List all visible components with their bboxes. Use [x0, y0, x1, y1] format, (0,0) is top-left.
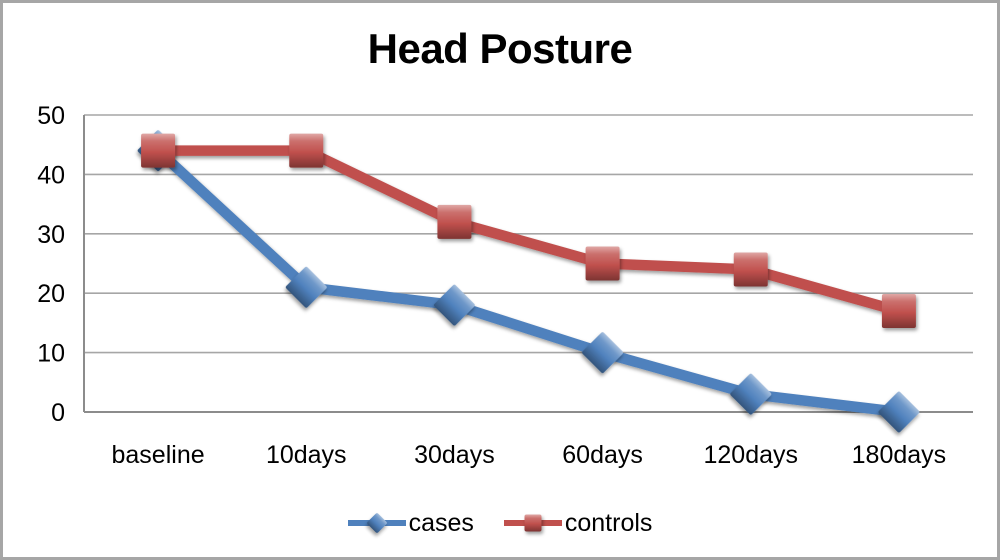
- series-line-controls: [152, 145, 905, 317]
- square-marker: [733, 252, 768, 287]
- legend-label-controls: controls: [564, 508, 653, 537]
- x-axis-label: 60days: [562, 441, 643, 469]
- series-layer: [137, 130, 920, 433]
- chart-title: Head Posture: [367, 25, 633, 72]
- x-axis-label: 120days: [703, 441, 798, 469]
- legend-item-cases: cases: [347, 507, 474, 539]
- y-axis-label: 50: [37, 102, 65, 130]
- square-marker: [524, 514, 542, 532]
- gridlines-layer: [84, 114, 973, 413]
- axis-labels-layer: 0 10 20 30 40 50 baseline 10days 30days 60days 120…: [37, 102, 946, 469]
- controls-marker-icon: [503, 514, 562, 532]
- x-axis-label: baseline: [112, 441, 205, 469]
- y-axis-label: 0: [51, 399, 65, 427]
- cases-marker-icon: [347, 513, 406, 533]
- square-marker: [289, 133, 324, 168]
- series-line-cases: [152, 145, 905, 418]
- y-axis-label: 40: [37, 161, 65, 189]
- diamond-marker: [366, 513, 387, 533]
- diamond-marker: [878, 391, 920, 433]
- y-axis-label: 30: [37, 221, 65, 249]
- y-axis-label: 20: [37, 280, 65, 308]
- diamond-marker: [434, 284, 475, 326]
- axes-layer: [83, 115, 973, 413]
- square-marker: [141, 133, 176, 168]
- x-axis-label: 10days: [266, 441, 347, 469]
- y-axis-label: 10: [37, 340, 65, 368]
- legend-item-controls: controls: [503, 507, 653, 539]
- plot-svg: 0 10 20 30 40 50 baseline 10days 30days 60days 120…: [37, 102, 973, 469]
- x-axis-label: 180days: [852, 441, 947, 469]
- legend: cases controls: [3, 503, 997, 543]
- diamond-marker: [730, 373, 772, 415]
- square-marker: [881, 294, 916, 329]
- diamond-marker: [582, 332, 623, 373]
- legend-label-cases: cases: [408, 508, 474, 537]
- diamond-marker: [285, 266, 327, 308]
- square-marker: [585, 246, 620, 281]
- square-marker: [437, 204, 472, 239]
- x-axis-label: 30days: [414, 441, 495, 469]
